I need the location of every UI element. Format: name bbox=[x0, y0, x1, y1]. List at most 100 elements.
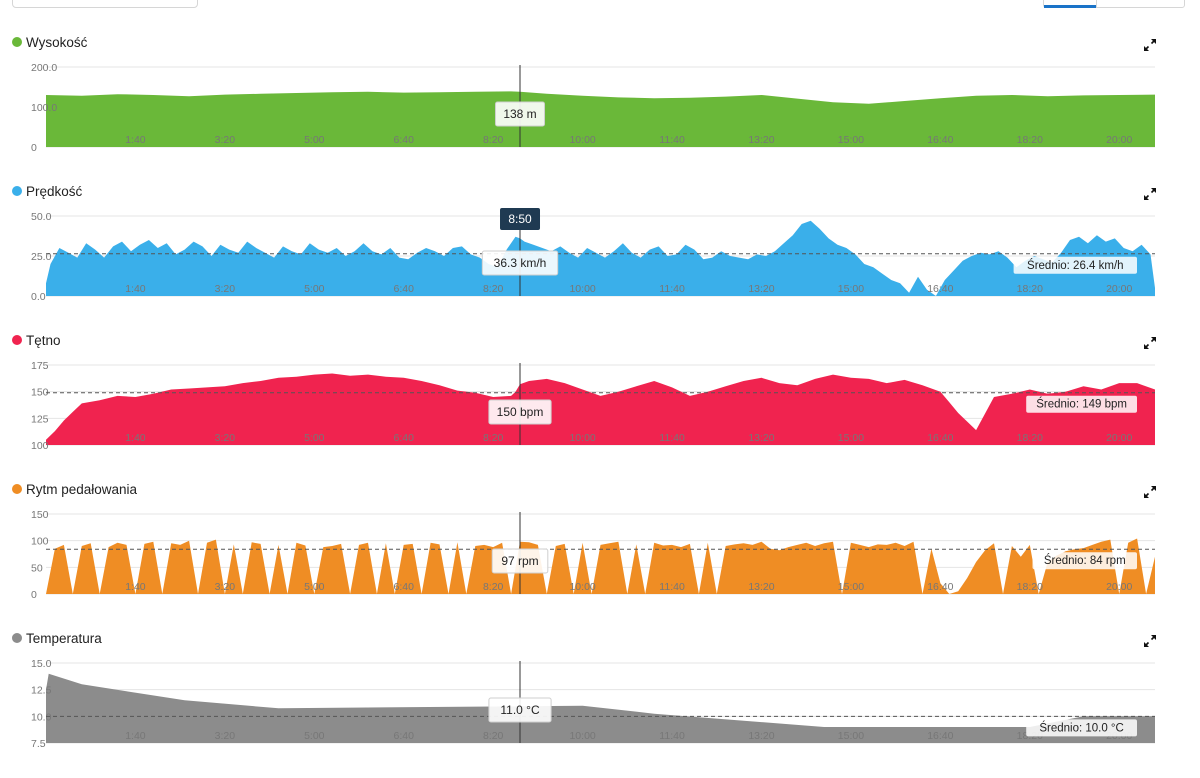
x-tick-label: 1:40 bbox=[125, 730, 146, 742]
y-tick-label: 100 bbox=[31, 440, 49, 452]
tooltip-value: 97 rpm bbox=[501, 554, 538, 568]
x-tick-label: 15:00 bbox=[838, 134, 864, 146]
y-tick-label: 12.5 bbox=[31, 685, 52, 697]
expand-icon[interactable] bbox=[1143, 634, 1157, 648]
series-area-cadence bbox=[46, 538, 1155, 594]
x-tick-label: 5:00 bbox=[304, 730, 325, 742]
x-tick-label: 5:00 bbox=[304, 432, 325, 444]
x-tick-label: 10:00 bbox=[569, 283, 595, 295]
x-tick-label: 11:40 bbox=[659, 581, 685, 593]
chart-title-label: Tętno bbox=[26, 332, 61, 348]
chart-title-heart_rate: Tętno bbox=[12, 330, 61, 350]
x-tick-label: 18:20 bbox=[1017, 432, 1043, 444]
average-label: Średnio: 149 bpm bbox=[1036, 398, 1127, 411]
x-tick-label: 3:20 bbox=[215, 134, 236, 146]
expand-icon[interactable] bbox=[1143, 336, 1157, 350]
x-tick-label: 18:20 bbox=[1017, 283, 1043, 295]
average-label: Średnio: 10.0 °C bbox=[1039, 721, 1124, 734]
x-tick-label: 20:00 bbox=[1106, 581, 1132, 593]
series-area-heart_rate bbox=[46, 373, 1155, 445]
chart-panel-heart_rate: Tętno 175 150 125 100 1:40 3:20 5:00 6:40 8:20 10:… bbox=[0, 330, 1200, 480]
average-label: Średnio: 84 rpm bbox=[1044, 554, 1126, 567]
x-tick-label: 16:40 bbox=[927, 283, 953, 295]
x-tick-label: 6:40 bbox=[394, 134, 415, 146]
y-tick-label: 25.0 bbox=[31, 251, 52, 263]
x-tick-label: 3:20 bbox=[215, 432, 236, 444]
cursor-time-label: 8:50 bbox=[508, 212, 532, 226]
x-tick-label: 13:20 bbox=[748, 134, 774, 146]
x-tick-label: 11:40 bbox=[659, 134, 685, 146]
y-tick-label: 7.5 bbox=[31, 738, 46, 750]
expand-icon[interactable] bbox=[1143, 187, 1157, 201]
x-tick-label: 6:40 bbox=[394, 730, 415, 742]
x-tick-label: 8:20 bbox=[483, 432, 504, 444]
y-tick-label: 10.0 bbox=[31, 711, 52, 723]
average-label-bg bbox=[1026, 719, 1137, 737]
y-tick-label: 200.0 bbox=[31, 62, 57, 74]
y-tick-label: 50 bbox=[31, 562, 43, 574]
x-tick-label: 16:40 bbox=[927, 134, 953, 146]
y-tick-label: 50.0 bbox=[31, 211, 52, 223]
x-tick-label: 10:00 bbox=[569, 134, 595, 146]
x-tick-label: 15:00 bbox=[838, 283, 864, 295]
legend-dot bbox=[12, 37, 22, 47]
x-tick-label: 5:00 bbox=[304, 283, 325, 295]
tooltip-box bbox=[488, 399, 552, 425]
chart-panel-cadence: Rytm pedałowania 150 100 50 0 1:40 3:20 5:00 6:4… bbox=[0, 479, 1200, 629]
top-dropdown[interactable] bbox=[12, 0, 198, 8]
chart-title-label: Wysokość bbox=[26, 34, 88, 50]
x-tick-label: 3:20 bbox=[215, 283, 236, 295]
tab-separator bbox=[1096, 0, 1097, 7]
series-area-altitude bbox=[46, 91, 1155, 147]
active-tab-indicator bbox=[1044, 5, 1096, 8]
y-tick-label: 125 bbox=[31, 413, 49, 425]
x-tick-label: 8:20 bbox=[483, 730, 504, 742]
tooltip-value: 150 bpm bbox=[497, 405, 544, 419]
series-area-temperature bbox=[46, 673, 1155, 743]
x-tick-label: 11:40 bbox=[659, 432, 685, 444]
expand-icon[interactable] bbox=[1143, 38, 1157, 52]
x-tick-label: 1:40 bbox=[125, 134, 146, 146]
x-tick-label: 16:40 bbox=[927, 581, 953, 593]
chart-svg-speed: 50.0 25.0 0.0 1:40 3:20 5:00 6:40 8:20 10:00 11:4… bbox=[31, 208, 1155, 303]
chart-title-label: Temperatura bbox=[26, 630, 102, 646]
tooltip-value: 138 m bbox=[503, 107, 536, 121]
average-label-bg bbox=[1026, 395, 1137, 413]
chart-panel-speed: Prędkość 50.0 25.0 0.0 1:40 3:20 5:00 6:40 8:20 1… bbox=[0, 181, 1200, 331]
x-tick-label: 5:00 bbox=[304, 134, 325, 146]
x-tick-label: 15:00 bbox=[838, 581, 864, 593]
x-tick-label: 20:00 bbox=[1106, 432, 1132, 444]
x-tick-label: 1:40 bbox=[125, 581, 146, 593]
chart-title-label: Prędkość bbox=[26, 183, 83, 199]
legend-dot bbox=[12, 186, 22, 196]
tooltip-box bbox=[481, 250, 559, 276]
chart-panel-altitude: Wysokość 200.0 100.0 0 1:40 3:20 5:00 6:40 8:20 1… bbox=[0, 32, 1200, 182]
expand-icon[interactable] bbox=[1143, 485, 1157, 499]
x-tick-label: 13:20 bbox=[748, 730, 774, 742]
average-label-bg bbox=[1013, 256, 1137, 274]
x-tick-label: 6:40 bbox=[394, 581, 415, 593]
x-tick-label: 1:40 bbox=[125, 432, 146, 444]
y-tick-label: 0 bbox=[31, 142, 37, 154]
x-tick-label: 6:40 bbox=[394, 283, 415, 295]
chart-title-temperature: Temperatura bbox=[12, 628, 102, 648]
chart-panel-temperature: Temperatura 15.0 12.5 10.0 7.5 1:40 3:20 5:00 6:… bbox=[0, 628, 1200, 778]
x-tick-label: 3:20 bbox=[215, 730, 236, 742]
x-tick-label: 20:00 bbox=[1106, 134, 1132, 146]
x-tick-label: 15:00 bbox=[838, 432, 864, 444]
chart-title-cadence: Rytm pedałowania bbox=[12, 479, 137, 499]
chart-title-altitude: Wysokość bbox=[12, 32, 87, 52]
legend-dot bbox=[12, 484, 22, 494]
y-tick-label: 100.0 bbox=[31, 102, 57, 114]
x-tick-label: 20:00 bbox=[1106, 283, 1132, 295]
x-tick-label: 13:20 bbox=[748, 581, 774, 593]
top-toggle-group[interactable] bbox=[1043, 0, 1185, 8]
x-tick-label: 10:00 bbox=[569, 432, 595, 444]
x-tick-label: 10:00 bbox=[569, 581, 595, 593]
tooltip-value: 11.0 °C bbox=[500, 703, 540, 717]
y-tick-label: 175 bbox=[31, 360, 49, 372]
y-tick-label: 100 bbox=[31, 536, 49, 548]
x-tick-label: 8:20 bbox=[483, 134, 504, 146]
x-tick-label: 18:20 bbox=[1017, 134, 1043, 146]
x-tick-label: 11:40 bbox=[659, 730, 685, 742]
